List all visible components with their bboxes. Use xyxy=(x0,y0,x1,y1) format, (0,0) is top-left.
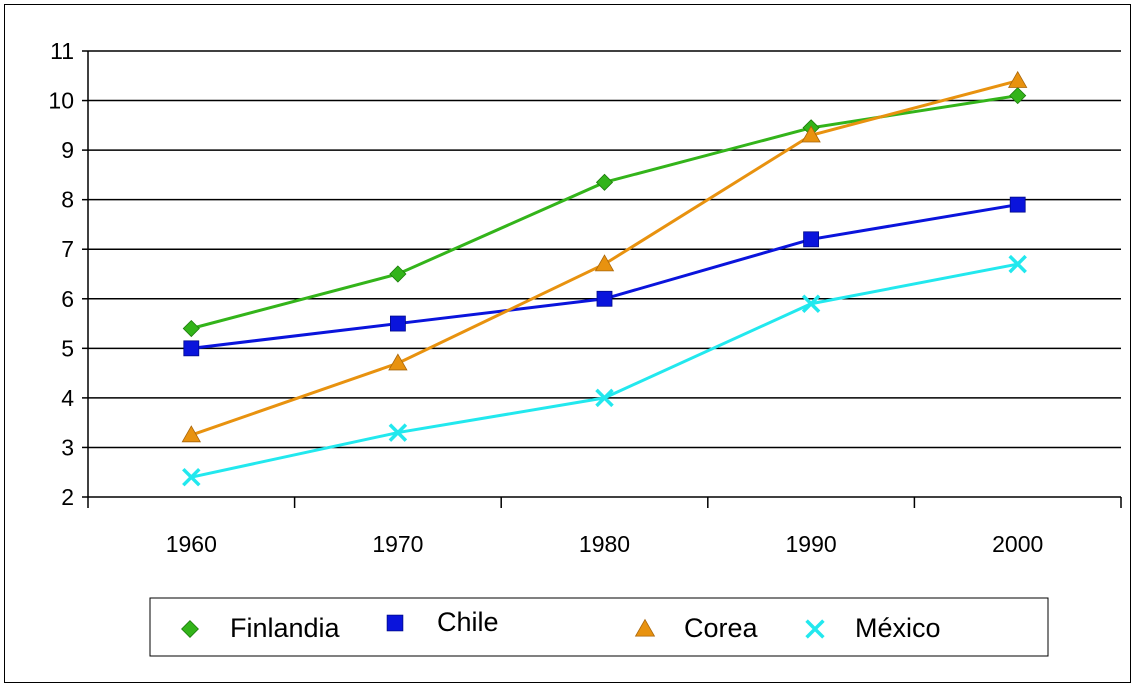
data-point-corea xyxy=(594,254,615,272)
chart-frame xyxy=(4,4,1131,683)
x-tick-label: 1960 xyxy=(166,531,217,557)
y-tick-label: 5 xyxy=(61,335,74,361)
y-tick-label: 3 xyxy=(61,434,74,460)
data-point-chile xyxy=(1009,196,1026,213)
legend-marker-corea xyxy=(634,618,656,637)
data-point-mexico xyxy=(182,467,201,487)
data-point-chile xyxy=(596,290,613,307)
data-point-corea xyxy=(1008,70,1028,88)
legend: Finlandia Chile Corea México xyxy=(149,597,1049,657)
data-point-chile xyxy=(389,315,406,332)
legend-label-chile: Chile xyxy=(437,607,499,637)
x-tick-label: 2000 xyxy=(992,531,1043,557)
gridlines xyxy=(88,50,1121,449)
legend-marker-chile xyxy=(386,614,404,632)
data-point-mexico xyxy=(1008,254,1027,274)
data-point-corea xyxy=(801,125,821,143)
data-point-mexico xyxy=(388,423,408,442)
y-tick-labels: 2 3 4 5 6 7 8 9 10 11 xyxy=(48,38,74,510)
data-point-corea xyxy=(388,353,408,371)
y-tick-label: 9 xyxy=(61,137,74,163)
y-tick-label: 7 xyxy=(61,236,74,262)
x-tick-label: 1990 xyxy=(786,531,837,557)
data-point-finlandia xyxy=(389,265,407,283)
legend-label-finlandia: Finlandia xyxy=(230,613,341,643)
y-tick-label: 11 xyxy=(50,38,74,64)
series-markers xyxy=(181,70,1028,487)
legend-label-mexico: México xyxy=(855,613,941,643)
data-point-corea xyxy=(181,425,201,443)
legend-marker-finlandia xyxy=(181,620,199,638)
y-tick-label: 2 xyxy=(61,484,74,510)
x-tick-labels: 1960 1970 1980 1990 2000 xyxy=(166,531,1044,557)
data-point-finlandia xyxy=(1009,87,1027,105)
series-lines xyxy=(190,79,1019,479)
legend-label-corea: Corea xyxy=(684,613,759,643)
data-point-finlandia xyxy=(182,319,200,338)
y-tick-label: 8 xyxy=(61,187,74,213)
data-point-mexico xyxy=(595,388,614,408)
data-point-finlandia xyxy=(595,173,614,191)
y-tick-label: 6 xyxy=(61,286,74,312)
legend-marker-mexico xyxy=(805,619,825,639)
data-point-chile xyxy=(803,231,819,248)
data-point-chile xyxy=(183,340,200,357)
legend-box xyxy=(149,597,1049,657)
axes xyxy=(82,50,1122,508)
x-tick-label: 1970 xyxy=(372,531,423,557)
x-tick-label: 1980 xyxy=(579,531,630,557)
y-tick-label: 4 xyxy=(61,385,74,411)
data-point-mexico xyxy=(801,294,821,313)
y-tick-label: 10 xyxy=(48,88,74,114)
series-line-chile xyxy=(191,203,1018,350)
